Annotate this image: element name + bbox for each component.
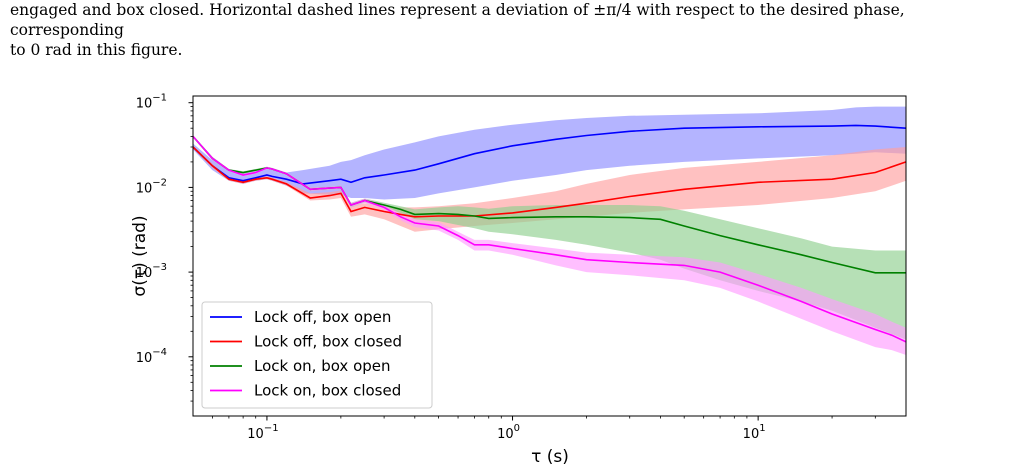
- legend-label-3: Lock on, box open: [254, 357, 391, 375]
- y-tick-exponent: −2: [152, 177, 167, 188]
- legend: Lock off, box open Lock off, box closed Lo…: [201, 301, 433, 409]
- line-series-1: [192, 124, 907, 185]
- band-series-3: [193, 135, 906, 340]
- y-axis-label: σ(τ) (rad): [130, 215, 150, 296]
- x-tick-exponent: −1: [264, 423, 279, 434]
- y-tick-label: 10−4: [136, 347, 167, 366]
- y-tick-exponent: −1: [152, 93, 167, 104]
- caption-line-1: engaged and box closed. Horizontal dashe…: [10, 1, 905, 39]
- legend-label-4: Lock on, box closed: [254, 382, 401, 400]
- band-series-2: [193, 145, 906, 232]
- legend-label-2: Lock off, box closed: [254, 333, 402, 351]
- figure-caption: engaged and box closed. Horizontal dashe…: [10, 0, 1020, 60]
- plot-frame: [192, 95, 907, 417]
- x-axis-label: τ (s): [531, 447, 569, 467]
- x-tick-exponent: 0: [514, 423, 520, 434]
- series-lines: [192, 124, 907, 343]
- y-tick-exponent: −4: [152, 347, 167, 358]
- legend-label-1: Lock off, box open: [254, 308, 391, 326]
- x-tick-label: 101: [743, 423, 766, 442]
- x-tick-exponent: 1: [759, 423, 765, 434]
- y-tick-label: 10−1: [136, 93, 167, 112]
- y-tick-label: 10−2: [136, 177, 167, 196]
- x-tick-label: 100: [497, 423, 520, 442]
- legend-box: [201, 301, 433, 409]
- y-tick-exponent: −3: [152, 262, 167, 273]
- line-series-2: [192, 146, 907, 218]
- x-tick-label: 10−1: [247, 423, 278, 442]
- line-series-4: [192, 135, 907, 343]
- caption-line-2: to 0 rad in this figure.: [10, 41, 183, 59]
